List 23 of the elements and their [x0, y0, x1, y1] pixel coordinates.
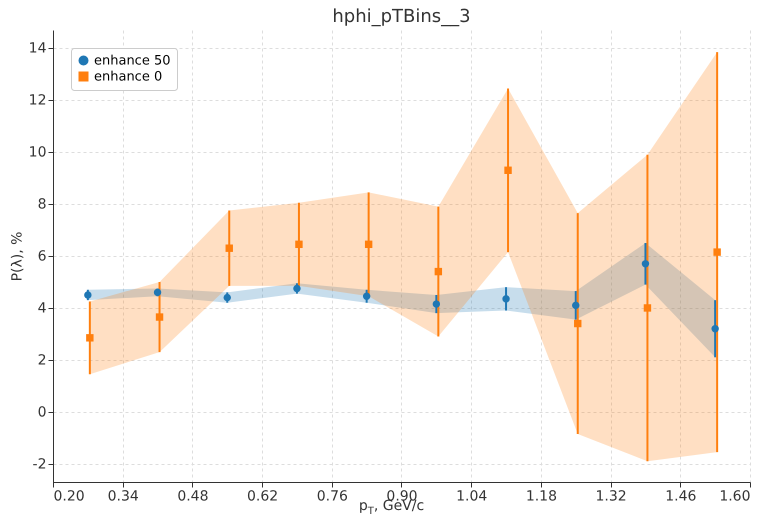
- legend-label: enhance 0: [94, 70, 162, 84]
- x-tick-label: 0.48: [177, 488, 208, 504]
- x-tick-label: 0.20: [54, 488, 85, 504]
- y-tick-label: 2: [38, 352, 46, 368]
- x-tick-label: 1.60: [719, 488, 750, 504]
- chart-title: hphi_pTBins__3: [332, 6, 471, 27]
- y-tick-label: 6: [38, 248, 47, 264]
- x-tick-label: 0.34: [108, 488, 139, 504]
- x-tick-label: 0.62: [247, 488, 278, 504]
- x-tick-label: 1.32: [596, 488, 627, 504]
- legend-label: enhance 50: [94, 54, 171, 68]
- x-tick-label: 1.18: [526, 488, 557, 504]
- y-tick-label: 4: [38, 300, 47, 316]
- y-tick-label: 10: [28, 144, 46, 161]
- y-tick-label: 8: [38, 196, 46, 213]
- x-tick-label: 1.46: [665, 488, 696, 504]
- y-tick-label: -2: [32, 456, 46, 472]
- y-axis-title: P(λ), %: [10, 232, 26, 282]
- x-tick-label: 0.76: [316, 488, 348, 504]
- y-tick-label: 12: [28, 92, 46, 109]
- x-tick-label: 1.04: [456, 488, 488, 504]
- y-tick-label: 14: [28, 40, 47, 57]
- y-tick-label: 0: [38, 404, 46, 420]
